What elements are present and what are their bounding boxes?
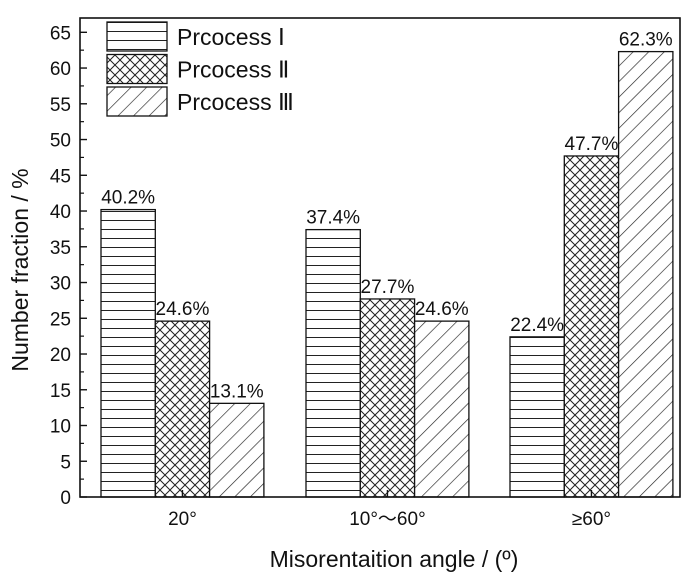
y-tick-label: 25: [50, 309, 71, 330]
bar-3-3: [617, 50, 674, 498]
axes-layer: 0 5 10 15 20 25 30 35 40 45 50 55 60 65 20° 10°～60° ≥60°: [50, 17, 681, 530]
bars-layer: [100, 50, 674, 498]
y-tick-label: 30: [50, 274, 71, 295]
y-tick-label: 35: [50, 238, 71, 259]
y-tick-label: 15: [50, 381, 71, 402]
x-axis-title: Misorentaition angle / (º): [270, 546, 519, 572]
y-tick-label: 20: [50, 345, 71, 366]
y-tick-label: 55: [50, 95, 71, 116]
bar-3-1: [208, 402, 265, 498]
data-label-3-2: 24.6%: [415, 299, 469, 320]
data-label-1-2: 37.4%: [306, 208, 360, 229]
y-tick-label: 60: [50, 59, 71, 80]
y-tick-label: 10: [50, 417, 71, 438]
bar-1-2: [305, 228, 361, 498]
x-tick-label: ≥60°: [572, 509, 611, 530]
data-label-3-3: 62.3%: [619, 30, 673, 51]
bar-2-2: [359, 298, 416, 498]
data-label-3-1: 13.1%: [210, 381, 264, 402]
y-tick-label: 45: [50, 166, 71, 187]
y-tick-label: 5: [60, 452, 71, 473]
plot-frame: [79, 17, 681, 498]
legend-label-3: Prcocess Ⅲ: [177, 89, 294, 115]
legend-label-2: Prcocess Ⅱ: [177, 57, 289, 83]
x-tick-label: 10°～60°: [349, 509, 425, 530]
y-tick-label: 50: [50, 131, 71, 152]
x-tick-label: 20°: [168, 509, 197, 530]
y-axis-title: Number fraction / %: [7, 168, 33, 371]
data-label-1-3: 22.4%: [510, 315, 564, 336]
data-label-2-2: 27.7%: [361, 277, 415, 298]
data-labels-layer: 40.2%37.4%22.4%24.6%27.7%47.7%13.1%24.6%…: [101, 30, 673, 403]
legend-swatch-3: [106, 86, 168, 117]
data-label-2-1: 24.6%: [156, 299, 210, 320]
y-tick-label: 65: [50, 23, 71, 44]
data-label-1-1: 40.2%: [101, 188, 155, 209]
bar-2-1: [154, 320, 211, 498]
data-label-2-3: 47.7%: [565, 134, 619, 155]
y-tick-label: 40: [50, 202, 71, 223]
legend-swatch-2: [106, 53, 168, 85]
bar-1-1: [100, 208, 156, 498]
bar-3-2: [413, 320, 470, 498]
bar-2-3: [563, 155, 620, 498]
legend-swatch-1: [106, 21, 168, 52]
legend-label-1: Prcocess Ⅰ: [177, 24, 285, 50]
y-tick-label: 0: [60, 488, 71, 509]
bar-1-3: [509, 336, 565, 498]
legend: Prcocess Ⅰ Prcocess Ⅱ Prcocess Ⅲ: [106, 21, 294, 117]
